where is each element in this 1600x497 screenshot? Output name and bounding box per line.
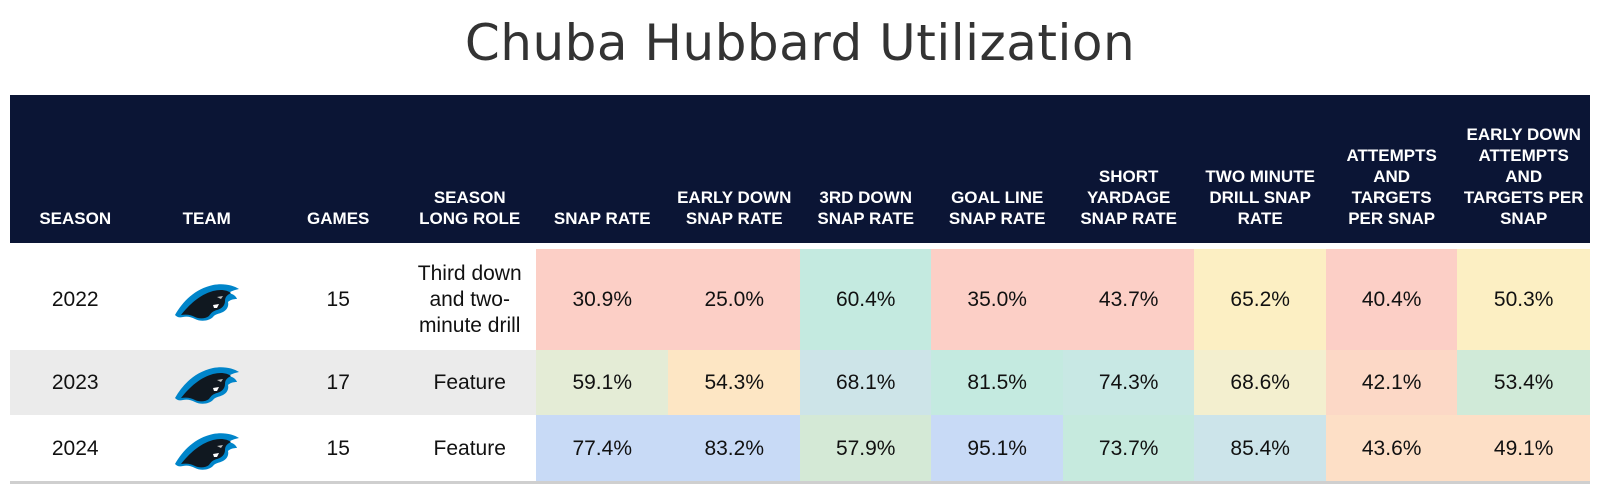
metric-cell: 95.1% xyxy=(931,415,1063,483)
panther-logo-icon xyxy=(173,277,241,323)
metric-cell: 57.9% xyxy=(799,415,932,483)
metric-cell: 59.1% xyxy=(535,350,669,415)
column-header-early-down-attempts-targets-per-snap[interactable]: EARLY DOWN ATTEMPTS AND TARGETS PER SNAP xyxy=(1463,125,1584,228)
column-header-two-minute-drill-snap-rate[interactable]: TWO MINUTE DRILL SNAP RATE xyxy=(1205,167,1315,228)
column-header-early-down-snap-rate[interactable]: EARLY DOWN SNAP RATE xyxy=(677,188,792,228)
season-cell: 2022 xyxy=(51,287,99,311)
column-header-team[interactable]: TEAM xyxy=(182,209,231,228)
table-row: 2024 15 Feature 77.4% 83.2% 57.9% 95.1% … xyxy=(10,415,1590,483)
metric-cell: 85.4% xyxy=(1194,415,1326,483)
column-header-attempts-targets-per-snap[interactable]: ATTEMPTS AND TARGETS PER SNAP xyxy=(1346,146,1437,228)
metric-cell: 83.2% xyxy=(668,415,800,483)
metric-cell: 42.1% xyxy=(1325,350,1458,415)
metric-cell: 35.0% xyxy=(931,249,1063,350)
metric-cell: 77.4% xyxy=(535,415,669,483)
metric-cell: 40.4% xyxy=(1325,249,1458,350)
column-header-role[interactable]: SEASON LONG ROLE xyxy=(419,188,521,228)
role-cell: Third down and two-minute drill xyxy=(417,261,522,337)
metric-cell: 60.4% xyxy=(799,249,932,350)
team-cell xyxy=(140,249,273,350)
season-cell: 2024 xyxy=(51,437,99,460)
role-cell: Feature xyxy=(433,437,506,460)
panther-logo-icon xyxy=(173,360,241,406)
metric-cell: 68.1% xyxy=(799,350,932,415)
column-header-3rd-down-snap-rate[interactable]: 3RD DOWN SNAP RATE xyxy=(817,188,915,228)
metric-cell: 65.2% xyxy=(1194,249,1326,350)
table-row: 2022 15 Third down and two-minute drill … xyxy=(10,249,1590,350)
metric-cell: 81.5% xyxy=(931,350,1063,415)
column-header-short-yardage-snap-rate[interactable]: SHORT YARDAGE SNAP RATE xyxy=(1080,167,1178,228)
table-row: 2023 17 Feature 59.1% 54.3% 68.1% 81.5% … xyxy=(10,350,1590,415)
metric-cell: 54.3% xyxy=(668,350,800,415)
utilization-table: SEASON TEAM GAMES SEASON LONG ROLE SNAP … xyxy=(10,95,1590,483)
games-cell: 17 xyxy=(272,350,404,415)
games-cell: 15 xyxy=(326,287,350,311)
column-header-snap-rate[interactable]: SNAP RATE xyxy=(553,209,651,228)
metric-cell: 25.0% xyxy=(668,249,800,350)
team-cell xyxy=(140,350,273,415)
season-cell: 2023 xyxy=(10,350,141,415)
games-cell: 15 xyxy=(326,437,350,460)
metric-cell: 49.1% xyxy=(1457,415,1590,483)
metric-cell: 50.3% xyxy=(1457,249,1590,350)
metric-cell: 68.6% xyxy=(1194,350,1326,415)
metric-cell: 53.4% xyxy=(1457,350,1590,415)
column-header-goal-line-snap-rate[interactable]: GOAL LINE SNAP RATE xyxy=(948,188,1046,228)
panther-logo-icon xyxy=(173,426,241,472)
role-cell: Feature xyxy=(403,350,536,415)
metric-cell: 43.7% xyxy=(1062,249,1195,350)
metric-cell: 73.7% xyxy=(1062,415,1195,483)
page-title: Chuba Hubbard Utilization xyxy=(464,14,1136,72)
column-header-season[interactable]: SEASON xyxy=(39,209,112,228)
metric-cell: 43.6% xyxy=(1325,415,1458,483)
metric-cell: 74.3% xyxy=(1062,350,1195,415)
header-row: SEASON TEAM GAMES SEASON LONG ROLE SNAP … xyxy=(10,95,1590,243)
table-bottom-rule xyxy=(10,481,1590,484)
column-header-games[interactable]: GAMES xyxy=(307,209,370,228)
team-cell xyxy=(140,415,273,483)
metric-cell: 30.9% xyxy=(535,249,669,350)
